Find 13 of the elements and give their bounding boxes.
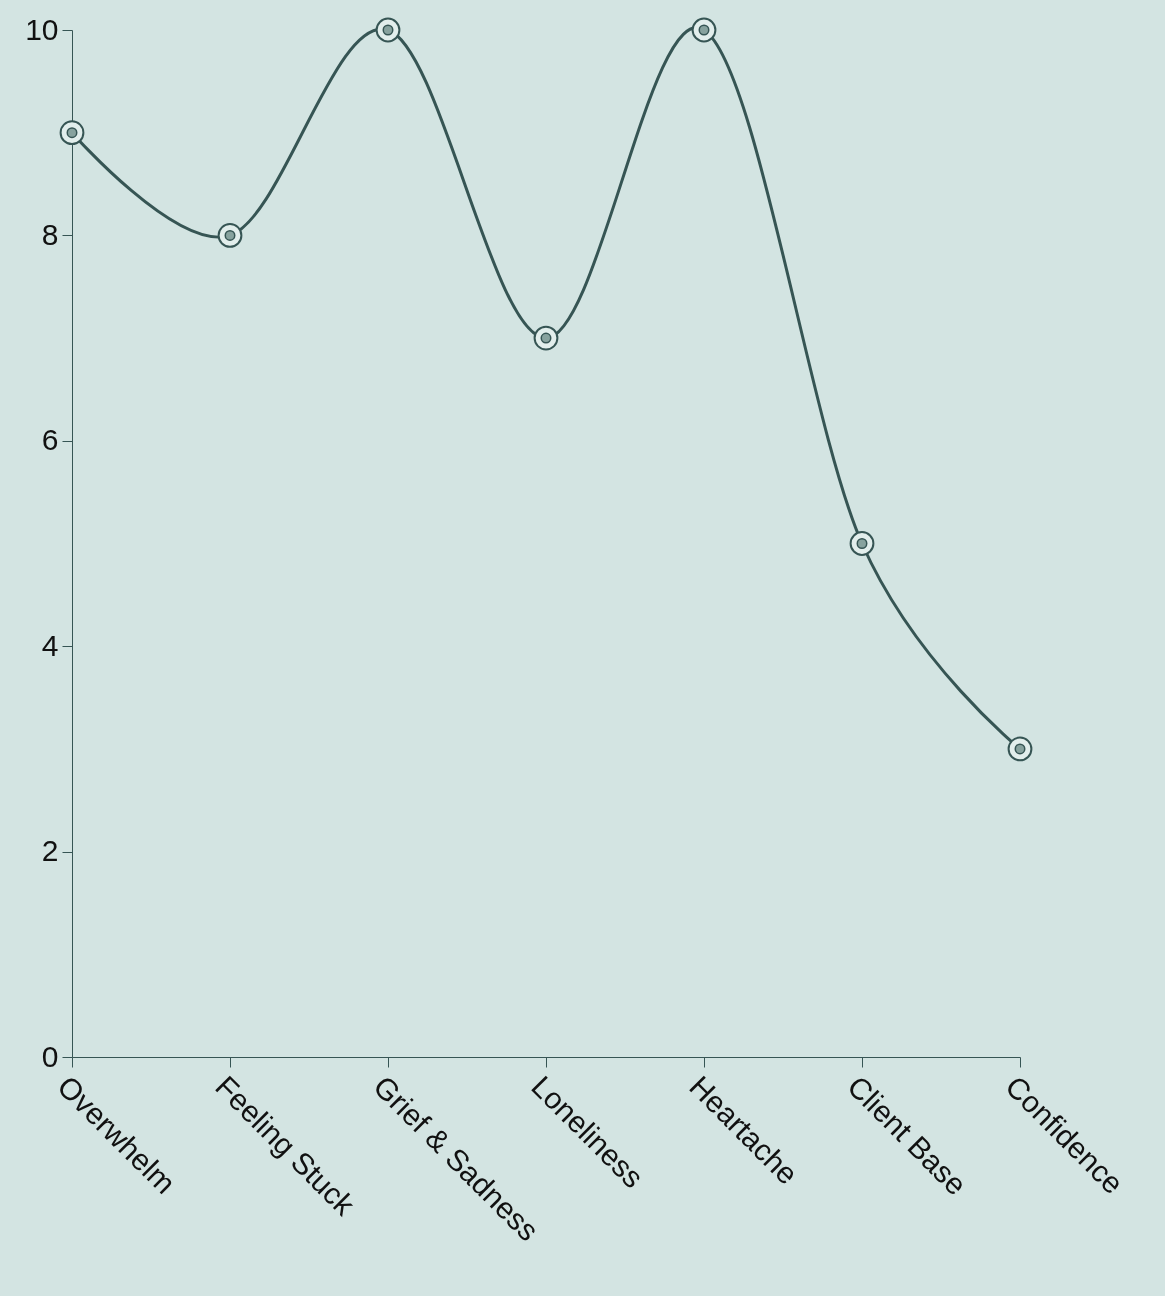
y-tick-label: 6 [41, 423, 59, 457]
y-tick-label: 4 [41, 628, 59, 662]
point [1007, 736, 1033, 762]
y-tick-label: 10 [25, 12, 59, 46]
point [691, 17, 717, 43]
y-tick-label: 2 [41, 834, 59, 868]
point [533, 325, 559, 351]
point [849, 531, 875, 556]
point [375, 17, 401, 43]
y-tick-label: 0 [41, 1039, 59, 1073]
y-tick-label: 8 [41, 217, 59, 251]
point [217, 223, 243, 248]
point [59, 120, 85, 146]
